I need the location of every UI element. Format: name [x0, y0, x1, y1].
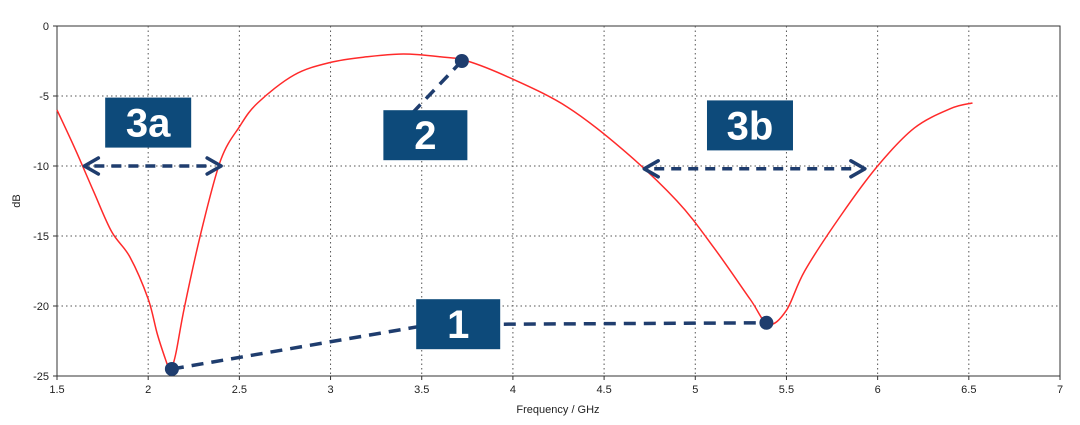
x-axis-label: Frequency / GHz	[516, 404, 599, 416]
x-tick-label: 4	[510, 384, 516, 396]
x-tick-label: 5	[692, 384, 698, 396]
x-tick-label: 1.5	[49, 384, 64, 396]
x-tick-label: 2.5	[232, 384, 247, 396]
y-tick-label: -10	[33, 161, 49, 173]
annotation-badge-2: 2	[383, 110, 468, 161]
annotations: 1 2 3a 3b	[82, 54, 867, 376]
range-arrow-left	[82, 156, 101, 176]
badge-box	[105, 97, 192, 148]
badge-box	[706, 100, 793, 151]
y-tick-labels: 0 -5 -10 -15 -20 -25	[33, 21, 57, 383]
badge-box	[416, 299, 501, 350]
badge-label: 3a	[126, 102, 171, 146]
badge-label: 2	[414, 114, 436, 158]
marker-point	[759, 315, 774, 330]
x-tick-label: 3	[327, 384, 333, 396]
x-tick-label: 6.5	[961, 384, 976, 396]
range-arrow-right	[849, 159, 867, 179]
x-tick-label: 2	[145, 384, 151, 396]
y-axis-label: dB	[11, 194, 23, 207]
annotation-badge-3a: 3a	[105, 97, 192, 148]
connector-line	[411, 59, 464, 115]
y-tick-label: 0	[43, 21, 49, 33]
y-tick-label: -15	[33, 231, 49, 243]
plot-area	[56, 25, 1061, 377]
range-arrow-right	[205, 156, 223, 176]
annotation-badge-3b: 3b	[706, 100, 793, 151]
y-tick-label: -25	[33, 371, 49, 383]
connector-line	[503, 321, 767, 326]
connector-line	[171, 322, 433, 371]
series-layer	[56, 53, 973, 372]
badge-label: 1	[447, 303, 469, 347]
x-tick-label: 6	[875, 384, 881, 396]
y-tick-label: -5	[39, 91, 49, 103]
y-tick-label: -20	[33, 301, 49, 313]
range-arrow-left	[642, 159, 660, 179]
x-tick-label: 3.5	[414, 384, 429, 396]
badge-box	[383, 110, 468, 161]
x-tick-labels: 1.5 2 2.5 3 3.5 4 4.5 5 5.5 6 6.5 7	[49, 376, 1063, 396]
annotation-badge-1: 1	[416, 299, 501, 350]
marker-point	[164, 362, 179, 376]
x-tick-label: 7	[1057, 384, 1063, 396]
grid	[57, 26, 1060, 376]
badge-label: 3b	[727, 104, 774, 148]
series-line	[56, 53, 973, 372]
marker-point	[454, 54, 469, 68]
x-tick-label: 5.5	[779, 384, 794, 396]
x-tick-label: 4.5	[596, 384, 611, 396]
